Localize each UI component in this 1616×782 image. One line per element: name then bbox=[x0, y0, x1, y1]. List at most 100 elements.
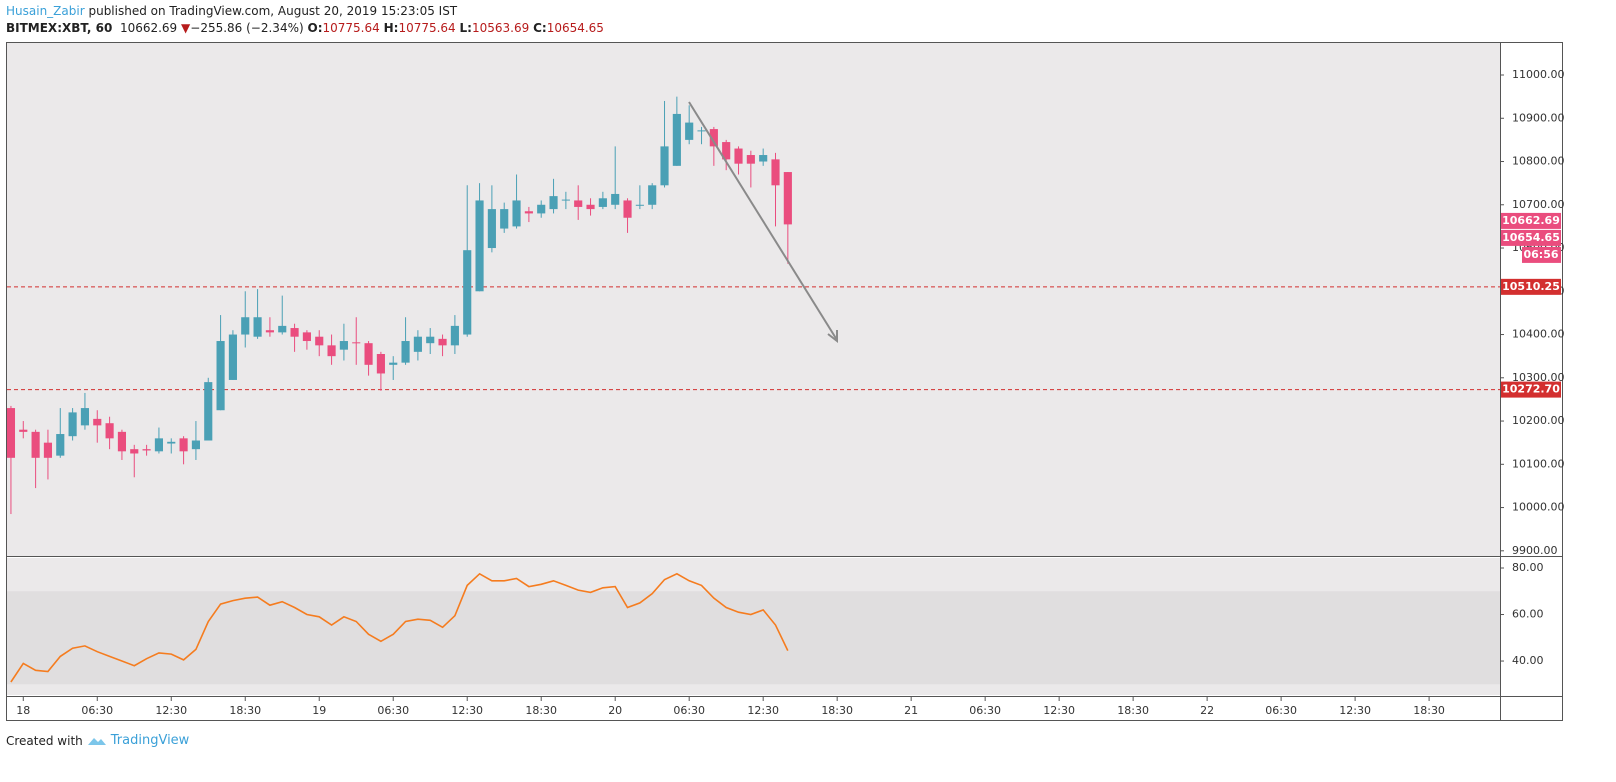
l-label: L: bbox=[459, 21, 472, 35]
author[interactable]: Husain_Zabir bbox=[6, 4, 85, 18]
candle-body bbox=[302, 332, 311, 342]
x-tick-label: 12:30 bbox=[747, 704, 779, 717]
x-tick-label: 12:30 bbox=[155, 704, 187, 717]
header-line-1: Husain_Zabir published on TradingView.co… bbox=[6, 3, 604, 20]
candle-body bbox=[561, 199, 570, 201]
y-tick-label: 10700.00 bbox=[1512, 198, 1565, 211]
x-tick-label: 06:30 bbox=[969, 704, 1001, 717]
y-tick-label: 10000.00 bbox=[1512, 501, 1565, 514]
candle-body bbox=[278, 325, 287, 333]
x-tick-label: 12:30 bbox=[451, 704, 483, 717]
candle-body bbox=[709, 129, 718, 147]
direction: ▼ bbox=[181, 21, 191, 35]
candle-body bbox=[487, 209, 496, 249]
candle-body bbox=[68, 412, 77, 437]
candle-body bbox=[475, 200, 484, 292]
y-tick-label: 9900.00 bbox=[1512, 544, 1558, 557]
h-label: H: bbox=[383, 21, 399, 35]
x-tick-label: 06:30 bbox=[81, 704, 113, 717]
candle-body bbox=[241, 317, 250, 335]
y-tick-label: 11000.00 bbox=[1512, 68, 1565, 81]
x-tick-label: 06:30 bbox=[673, 704, 705, 717]
candle-body bbox=[598, 198, 607, 207]
x-tick-label: 21 bbox=[904, 704, 918, 717]
candle-body bbox=[426, 336, 435, 344]
frame bbox=[6, 42, 1563, 721]
candle-body bbox=[722, 142, 731, 160]
candle-body bbox=[191, 440, 200, 450]
rsi-y-tick-label: 60.00 bbox=[1512, 608, 1544, 621]
c-label: C: bbox=[533, 21, 547, 35]
x-tick-label: 18:30 bbox=[525, 704, 557, 717]
candle-body bbox=[315, 336, 324, 346]
countdown-box bbox=[1522, 246, 1561, 263]
candle-body bbox=[524, 211, 533, 214]
price-line-box bbox=[1501, 381, 1561, 398]
candle-body bbox=[253, 317, 262, 337]
header-line-2: BITMEX:XBT, 60 10662.69 ▼−255.86 (−2.34%… bbox=[6, 20, 604, 37]
candle-body bbox=[512, 200, 521, 227]
candle-body bbox=[401, 341, 410, 363]
published: published on TradingView.com, August 20,… bbox=[88, 4, 458, 18]
y-tick-label: 10400.00 bbox=[1512, 328, 1565, 341]
close-price-label: 10654.65 bbox=[1502, 231, 1560, 244]
candle-body bbox=[117, 431, 127, 452]
candle-body bbox=[142, 449, 151, 451]
logo bbox=[87, 737, 106, 745]
l-value: 10563.69 bbox=[471, 21, 530, 35]
candle-body bbox=[537, 204, 546, 214]
y-tick-label: 10300.00 bbox=[1512, 371, 1565, 384]
y-tick-label: 10800.00 bbox=[1512, 155, 1565, 168]
candle-body bbox=[549, 196, 558, 210]
rsi-y-tick-label: 80.00 bbox=[1512, 561, 1544, 574]
candle-body bbox=[93, 418, 102, 426]
candle-body bbox=[623, 200, 632, 218]
x-tick-label: 18:30 bbox=[229, 704, 261, 717]
candle-body bbox=[500, 209, 509, 229]
header: Husain_Zabir published on TradingView.co… bbox=[6, 3, 604, 37]
candle-body bbox=[611, 193, 620, 205]
brand[interactable]: TradingView bbox=[110, 733, 190, 748]
x-tick-label: 12:30 bbox=[1043, 704, 1075, 717]
candle-body bbox=[463, 250, 472, 335]
candle-body bbox=[660, 146, 669, 186]
candle-body bbox=[438, 338, 447, 346]
x-tick-label: 18:30 bbox=[821, 704, 853, 717]
candle-body bbox=[697, 130, 706, 132]
arrow-head bbox=[827, 330, 838, 344]
price-line-label: 10510.25 bbox=[1502, 280, 1560, 293]
candle-body bbox=[56, 434, 65, 456]
candle-body bbox=[759, 155, 768, 162]
candle-body bbox=[327, 345, 336, 357]
x-tick-label: 20 bbox=[608, 704, 622, 717]
countdown-label: 06:56 bbox=[1523, 248, 1558, 261]
rsi-line bbox=[10, 572, 789, 683]
price-line-box bbox=[1501, 278, 1561, 295]
candle-body bbox=[685, 122, 694, 140]
price-pane bbox=[7, 43, 1500, 556]
candle-body bbox=[43, 442, 53, 458]
candle-body bbox=[783, 172, 792, 225]
candle-body bbox=[80, 408, 90, 426]
candle-body bbox=[364, 343, 373, 365]
x-tick-label: 18:30 bbox=[1413, 704, 1445, 717]
candle-body bbox=[204, 382, 213, 441]
x-tick-label: 12:30 bbox=[1339, 704, 1371, 717]
last-price-label: 10662.69 bbox=[1502, 214, 1560, 227]
candle-body bbox=[290, 328, 299, 337]
y-tick-label: 10200.00 bbox=[1512, 414, 1565, 427]
y-tick-label: 10100.00 bbox=[1512, 457, 1565, 470]
candle-body bbox=[376, 354, 385, 374]
candle-body bbox=[154, 438, 163, 452]
candle-body bbox=[130, 449, 139, 454]
candle-body bbox=[31, 431, 40, 458]
candle-body bbox=[389, 362, 398, 365]
last-price: 10662.69 bbox=[119, 21, 178, 35]
candle-body bbox=[228, 334, 237, 380]
c-value: 10654.65 bbox=[546, 21, 604, 35]
rsi-band bbox=[7, 591, 1500, 685]
candle-body bbox=[265, 330, 274, 333]
candle-body bbox=[648, 185, 657, 205]
candle-body bbox=[413, 336, 422, 352]
